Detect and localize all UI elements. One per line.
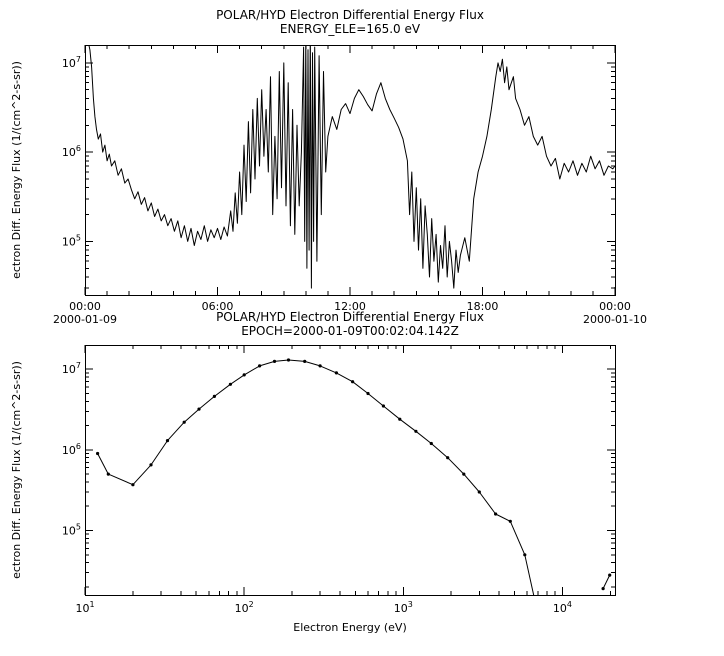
data-point	[608, 573, 612, 577]
data-point	[242, 373, 246, 377]
x-tick-date-label: 2000-01-10	[583, 313, 647, 326]
data-point	[462, 472, 466, 476]
data-point	[182, 420, 186, 424]
data-point	[149, 463, 153, 467]
data-point	[351, 380, 355, 384]
top-chart-y-axis-label: ectron Diff. Energy Flux (1/(cm^2-s-sr))	[10, 61, 23, 279]
x-tick-label: 00:00	[599, 300, 631, 313]
flux-line	[97, 359, 611, 595]
data-point	[318, 364, 322, 368]
data-point	[508, 519, 512, 523]
top-chart-title: POLAR/HYD Electron Differential Energy F…	[216, 8, 484, 22]
data-point	[334, 371, 338, 375]
data-point	[165, 439, 170, 443]
plot-frame	[85, 345, 616, 596]
data-point	[534, 603, 537, 606]
axis-ticks	[84, 45, 616, 295]
data-point	[228, 382, 232, 386]
data-point	[286, 358, 291, 362]
data-point	[258, 364, 262, 368]
x-tick-label: 12:00	[334, 300, 366, 313]
x-tick-date-label: 2000-01-09	[53, 313, 117, 326]
plot-frame	[85, 45, 616, 296]
bottom-chart-title: POLAR/HYD Electron Differential Energy F…	[216, 310, 484, 324]
x-tick-label: 101	[75, 600, 94, 615]
data-point	[131, 483, 135, 487]
data-point	[446, 456, 450, 460]
y-tick-label: 106	[62, 144, 81, 159]
x-tick-label: 103	[394, 600, 413, 615]
y-tick-label: 105	[62, 522, 81, 537]
data-point	[477, 490, 481, 494]
axis-ticks	[84, 345, 615, 595]
data-point	[601, 587, 605, 591]
flux-line	[88, 45, 615, 289]
data-point	[429, 441, 433, 446]
x-tick-label: 00:00	[69, 300, 101, 313]
y-tick-label: 105	[62, 233, 81, 248]
top-chart-subtitle: ENERGY_ELE=165.0 eV	[280, 22, 421, 36]
bottom-chart: 105 106 107 101 102 103 104	[62, 345, 616, 615]
bottom-chart-subtitle: EPOCH=2000-01-09T00:02:04.142Z	[241, 324, 459, 338]
data-series	[96, 358, 612, 606]
bottom-chart-y-axis-label: ectron Diff. Energy Flux (1/(cm^2-s-sr))	[10, 361, 23, 579]
data-series	[88, 45, 615, 289]
data-point	[303, 359, 307, 363]
x-tick-label: 104	[553, 600, 572, 615]
data-point	[398, 417, 402, 421]
x-tick-label: 06:00	[202, 300, 234, 313]
x-tick-label: 102	[235, 600, 254, 615]
data-point	[366, 391, 370, 396]
y-tick-label: 106	[62, 442, 81, 457]
data-point	[414, 429, 418, 433]
tick-labels: 105 106 107 101 102 103 104	[62, 361, 572, 615]
data-point	[197, 407, 201, 411]
y-tick-label: 107	[62, 55, 81, 70]
bottom-chart-x-axis-label: Electron Energy (eV)	[293, 621, 407, 634]
y-tick-label: 107	[62, 361, 81, 376]
data-point	[523, 553, 527, 557]
data-point	[381, 404, 385, 408]
data-point	[106, 472, 110, 476]
data-point	[96, 451, 100, 456]
data-point	[272, 359, 277, 363]
data-point	[494, 512, 498, 516]
data-point	[212, 394, 216, 398]
x-tick-label: 18:00	[467, 300, 499, 313]
